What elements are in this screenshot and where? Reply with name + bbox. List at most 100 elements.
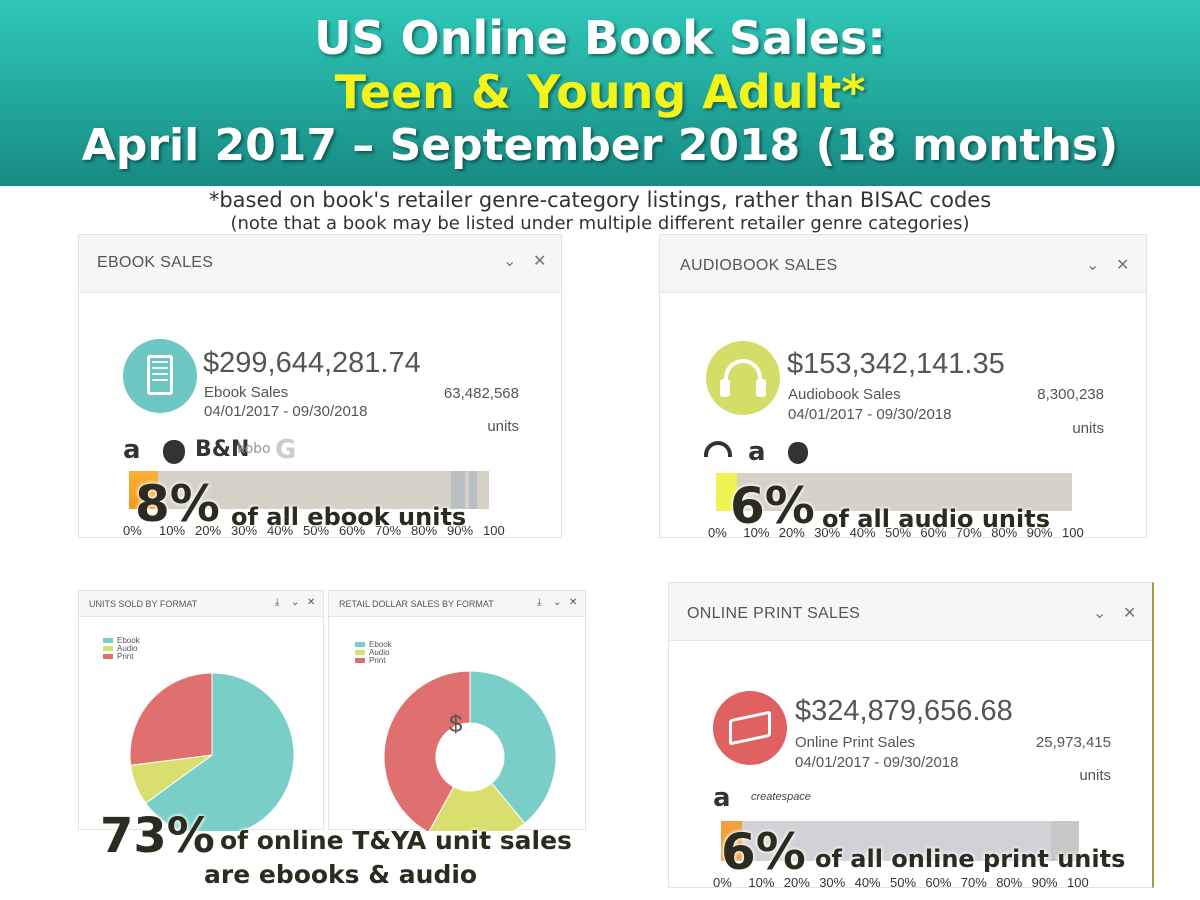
pie-share-text-2: are ebooks & audio	[204, 860, 478, 889]
audiobook-axis-ticks: 0% 10% 20% 30% 40% 50% 60% 70% 80% 90% 100	[708, 525, 1084, 541]
axis-tick-label: 100	[1067, 875, 1089, 890]
bar-segment-other	[469, 471, 477, 509]
close-icon[interactable]: ✕	[533, 251, 547, 270]
ebook-sales-card: EBOOK SALES ⌄ ✕ $299,644,281.74 Ebook Sa…	[78, 234, 562, 538]
axis-tick-label: 60%	[339, 523, 366, 538]
axis-tick-label: 70%	[955, 525, 982, 540]
close-icon[interactable]: ✕	[1116, 255, 1130, 274]
print-amount: $324,879,656.68	[795, 695, 1013, 727]
title-line-1: US Online Book Sales:	[314, 11, 886, 65]
units-by-format-card: UNITS SOLD BY FORMAT ⤓ ⌄ ✕ Ebook Audio P…	[78, 590, 324, 831]
amazon-icon: a	[748, 437, 766, 467]
bar-segment-other	[451, 471, 465, 509]
chevron-down-icon[interactable]: ⌄	[553, 597, 562, 608]
axis-tick-label: 30%	[814, 525, 841, 540]
card-title: AUDIOBOOK SALES	[680, 257, 838, 274]
print-units-label: units	[1079, 767, 1111, 784]
audiobook-amount: $153,342,141.35	[787, 348, 1005, 380]
bn-icon: B&N	[195, 437, 250, 462]
audible-icon	[704, 441, 732, 457]
dollar-symbol: $	[449, 711, 463, 738]
ebook-axis-ticks: 0% 10% 20% 30% 40% 50% 60% 70% 80% 90% 100	[123, 523, 505, 539]
audiobook-label: Audiobook Sales	[788, 386, 901, 403]
print-label: Online Print Sales	[795, 734, 916, 751]
chevron-down-icon[interactable]: ⌄	[1093, 603, 1107, 622]
print-book-icon	[713, 691, 787, 765]
chevron-down-icon[interactable]: ⌄	[291, 597, 300, 608]
card-title: ONLINE PRINT SALES	[687, 605, 861, 622]
apple-icon	[163, 440, 185, 464]
axis-tick-label: 50%	[885, 525, 912, 540]
amazon-icon: a	[123, 435, 141, 465]
audiobook-dates: 04/01/2017 - 09/30/2018	[788, 406, 952, 423]
ebook-share-text: of all ebook units	[231, 503, 467, 531]
axis-tick-label: 0%	[713, 875, 732, 890]
legend-item: Audio	[103, 645, 140, 653]
axis-tick-label: 30%	[819, 875, 846, 890]
axis-tick-label: 40%	[849, 525, 876, 540]
google-icon: G	[275, 435, 297, 465]
apple-icon	[788, 442, 808, 464]
pie-slice-print	[383, 670, 471, 831]
pie-slice-ebook	[144, 672, 295, 831]
axis-tick-label: 20%	[195, 523, 222, 538]
audiobook-icon	[706, 341, 780, 415]
print-share-text: of all online print units	[815, 845, 1126, 873]
audiobook-share-fill	[716, 473, 738, 511]
pie-share-big: 73%	[100, 808, 215, 864]
axis-tick-label: 80%	[996, 875, 1023, 890]
print-share-big: 6%	[721, 823, 806, 881]
card-title: UNITS SOLD BY FORMAT	[89, 599, 198, 609]
amazon-icon: a	[713, 783, 731, 813]
footnote-1: *based on book's retailer genre-category…	[208, 188, 992, 212]
chevron-down-icon[interactable]: ⌄	[503, 251, 517, 270]
units-legend: Ebook Audio Print	[103, 637, 140, 661]
axis-tick-label: 0%	[708, 525, 727, 540]
axis-tick-label: 20%	[783, 875, 810, 890]
close-icon[interactable]: ✕	[307, 597, 316, 608]
axis-tick-label: 90%	[1026, 525, 1053, 540]
online-print-sales-card: ONLINE PRINT SALES ⌄ ✕ $324,879,656.68 O…	[668, 582, 1154, 890]
audiobook-share-text: of all audio units	[822, 505, 1050, 533]
audiobook-share-bar	[716, 473, 1072, 511]
axis-tick-label: 90%	[447, 523, 474, 538]
ebook-units-label: units	[487, 418, 519, 435]
axis-tick-label: 80%	[991, 525, 1018, 540]
axis-tick-label: 30%	[231, 523, 258, 538]
axis-tick-label: 0%	[123, 523, 142, 538]
kobo-icon: kobo	[237, 441, 271, 457]
ebook-share-fill	[129, 471, 158, 509]
card-title: RETAIL DOLLAR SALES BY FORMAT	[339, 599, 494, 609]
dollars-legend: Ebook Audio Print	[355, 641, 392, 665]
download-icon[interactable]: ⤓	[537, 597, 542, 608]
ebook-amount: $299,644,281.74	[203, 347, 421, 379]
ebook-label: Ebook Sales	[204, 384, 289, 401]
axis-tick-label: 10%	[743, 525, 770, 540]
audiobook-share-big: 6%	[730, 477, 815, 535]
print-share-fill	[721, 821, 743, 861]
footnote-2: (note that a book may be listed under mu…	[230, 213, 970, 234]
card-title: EBOOK SALES	[97, 254, 214, 271]
bar-segment-other	[1051, 821, 1079, 861]
axis-tick-label: 70%	[960, 875, 987, 890]
title-line-2: Teen & Young Adult*	[334, 65, 866, 119]
ebook-share-big: 8%	[135, 475, 220, 533]
print-units: 25,973,415	[1035, 734, 1111, 751]
legend-item: Ebook	[103, 637, 140, 645]
card-header: UNITS SOLD BY FORMAT ⤓ ⌄ ✕	[79, 591, 323, 617]
title-banner: US Online Book Sales: Teen & Young Adult…	[0, 0, 1200, 186]
axis-tick-label: 100	[483, 523, 505, 538]
close-icon[interactable]: ✕	[1123, 603, 1137, 622]
ebook-dates: 04/01/2017 - 09/30/2018	[204, 403, 368, 420]
legend-item: Print	[103, 653, 140, 661]
download-icon[interactable]: ⤓	[275, 597, 280, 608]
audiobook-units: 8,300,238	[1037, 386, 1104, 403]
card-header: AUDIOBOOK SALES ⌄ ✕	[660, 235, 1146, 293]
axis-tick-label: 60%	[920, 525, 947, 540]
close-icon[interactable]: ✕	[569, 597, 578, 608]
axis-tick-label: 20%	[778, 525, 805, 540]
axis-tick-label: 80%	[411, 523, 438, 538]
card-header: RETAIL DOLLAR SALES BY FORMAT ⤓ ⌄ ✕	[329, 591, 585, 617]
chevron-down-icon[interactable]: ⌄	[1086, 255, 1100, 274]
pie-slice-ebook	[469, 670, 557, 824]
